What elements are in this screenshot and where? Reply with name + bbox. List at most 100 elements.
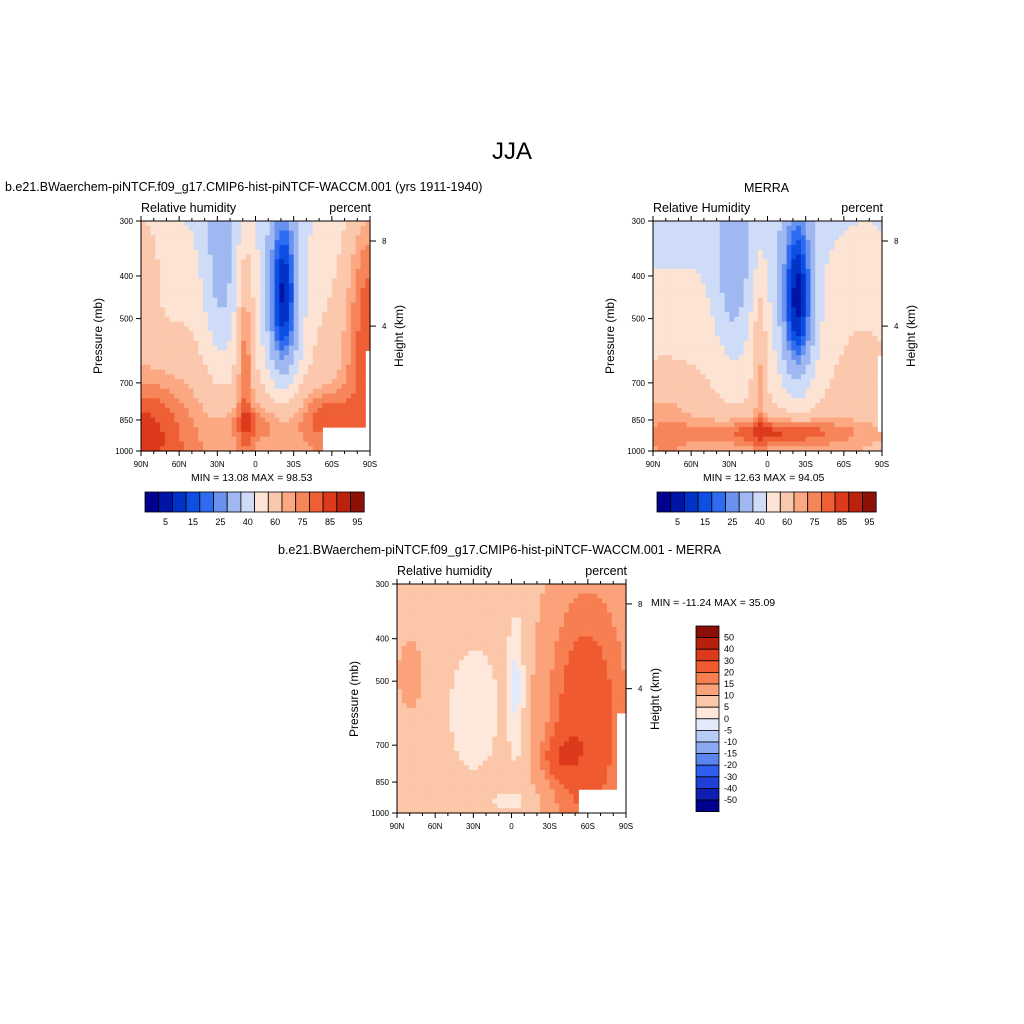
y-tick-label: 400 [120, 272, 134, 281]
panel-1-axes: 90N 60N 30N 0 30S 60S 90S 300 400 500 700 850 1000 8 4 [627, 216, 899, 469]
panel-diff-title: b.e21.BWaerchem-piNTCF.f09_g17.CMIP6-his… [278, 543, 721, 557]
panel-obs-var-label: Relative Humidity [653, 201, 751, 215]
colorbar-swatch [695, 648, 720, 662]
x-tick-label: 90S [363, 460, 377, 469]
colorbar-label: 95 [864, 517, 874, 527]
y-tick-label: 400 [376, 635, 390, 644]
y2-tick-label: 4 [638, 685, 643, 694]
colorbar-label: 5 [724, 702, 729, 712]
colorbar-label: 60 [270, 517, 280, 527]
colorbar-label: -50 [724, 795, 737, 805]
colorbar-swatch [254, 491, 269, 513]
colorbar-swatch [171, 491, 187, 513]
x-tick-label: 30N [466, 822, 481, 831]
x-tick-label: 30S [287, 460, 301, 469]
panel-model-field [141, 221, 371, 452]
colorbar-label: 15 [700, 517, 710, 527]
colorbar-label: -15 [724, 749, 737, 759]
y-tick-label: 1000 [371, 809, 389, 818]
x-tick-label: 30N [722, 460, 737, 469]
colorbar-label: 15 [188, 517, 198, 527]
colorbar-label: -20 [724, 760, 737, 770]
colorbar-swatch [226, 491, 242, 513]
colorbar-swatch [185, 491, 201, 513]
y-tick-label: 500 [120, 315, 134, 324]
colorbar-swatch [725, 491, 740, 513]
y-tick-label: 700 [632, 379, 646, 388]
colorbar-swatch [695, 788, 720, 801]
y-tick-label: 700 [376, 741, 390, 750]
colorbar-swatch [862, 491, 877, 513]
x-tick-label: 90S [619, 822, 633, 831]
x-tick-label: 90N [134, 460, 149, 469]
colorbar-swatch [308, 491, 324, 513]
colorbar-label: 30 [724, 656, 734, 666]
colorbar-swatch [695, 637, 720, 650]
y-tick-label: 850 [120, 416, 134, 425]
panel-model-title: b.e21.BWaerchem-piNTCF.f09_g17.CMIP6-his… [5, 180, 483, 194]
panel-obs-units-label: percent [841, 201, 883, 215]
colorbar-swatch [834, 491, 850, 513]
colorbar-swatch [295, 491, 310, 513]
colorbar-swatch [695, 695, 720, 708]
colorbar-label: 85 [837, 517, 847, 527]
colorbar-swatch [793, 491, 809, 513]
colorbar-label: 40 [724, 644, 734, 654]
y-tick-label: 850 [632, 416, 646, 425]
colorbar-swatch [267, 491, 283, 513]
x-tick-label: 0 [253, 460, 258, 469]
x-tick-label: 90S [875, 460, 889, 469]
y-tick-label: 1000 [115, 447, 133, 456]
colorbar-label: 15 [724, 679, 734, 689]
colorbar-swatch [158, 491, 173, 513]
colorbar-swatch [670, 491, 685, 513]
colorbar-swatch [336, 491, 351, 513]
colorbar-label: -40 [724, 783, 737, 793]
panel-0-axes: 90N 60N 30N 0 30S 60S 90S 300 400 500 700 850 1000 8 4 [115, 216, 387, 469]
y-tick-label: 300 [376, 580, 390, 589]
y-tick-label: 400 [632, 272, 646, 281]
y-tick-label: 500 [632, 315, 646, 324]
y2-tick-label: 8 [894, 237, 899, 246]
y-tick-label: 700 [120, 379, 134, 388]
panel-2-axes: 90N 60N 30N 0 30S 60S 90S 300 400 500 700 850 1000 8 4 [371, 579, 643, 831]
colorbar-swatch [695, 625, 720, 639]
colorbar-swatch [697, 491, 713, 513]
y-tick-label: 1000 [627, 447, 645, 456]
colorbar-swatch [213, 491, 228, 513]
colorbar-label: 20 [724, 667, 734, 677]
x-tick-label: 60N [172, 460, 187, 469]
colorbar-swatch [807, 491, 822, 513]
colorbar-swatch [738, 491, 754, 513]
colorbar-label: -5 [724, 725, 732, 735]
panel-diff-units-label: percent [585, 564, 627, 578]
colorbar-label: -10 [724, 737, 737, 747]
colorbar-swatch [695, 753, 720, 766]
x-tick-label: 30N [210, 460, 225, 469]
colorbar-swatch [695, 799, 720, 813]
y2-tick-label: 4 [382, 322, 387, 331]
panel-model-units-label: percent [329, 201, 371, 215]
panel-obs-field [653, 221, 883, 452]
colorbar-swatch [144, 491, 160, 513]
colorbar-label: 5 [163, 517, 168, 527]
colorbar-label: 50 [724, 633, 734, 643]
colorbar-swatch [695, 764, 720, 778]
y-tick-label: 300 [120, 217, 134, 226]
colorbar-swatch [695, 730, 720, 743]
colorbar-swatch [350, 491, 365, 513]
colorbar-label: 75 [810, 517, 820, 527]
colorbar-obs: 5 15 25 40 60 75 85 95 [656, 491, 877, 527]
y-tick-label: 850 [376, 778, 390, 787]
colorbar-swatch [695, 776, 720, 789]
figure-title: JJA [491, 138, 532, 165]
y2-tick-label: 8 [638, 600, 643, 609]
colorbar-label: 40 [243, 517, 253, 527]
x-tick-label: 30S [543, 822, 557, 831]
colorbar-label: 10 [724, 691, 734, 701]
x-tick-label: 60S [325, 460, 339, 469]
colorbar-swatch [752, 491, 768, 513]
colorbar-swatch [848, 491, 863, 513]
